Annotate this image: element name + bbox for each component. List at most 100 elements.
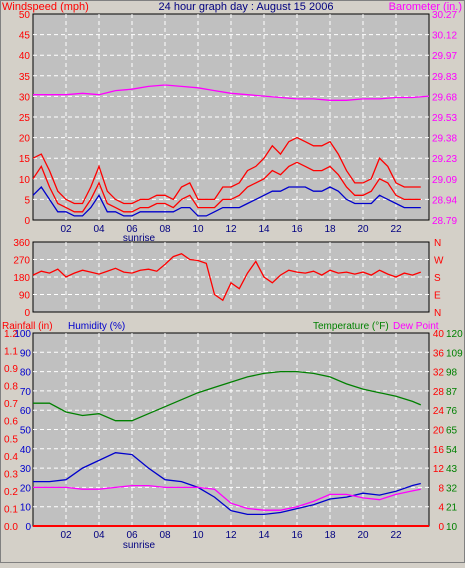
tick-label: 54 — [446, 445, 458, 456]
series-line — [32, 252, 422, 302]
tick-label: 06 — [126, 224, 138, 235]
tick-label: 80 — [20, 368, 32, 379]
tick-label: 120 — [446, 329, 463, 340]
tick-label: 29.09 — [432, 175, 457, 186]
tick-label: 270 — [13, 256, 30, 267]
wind-direction-grid — [33, 242, 429, 312]
wind-baro-grid — [33, 14, 429, 220]
tick-label: N — [434, 238, 441, 249]
tick-label: 20 — [433, 426, 445, 437]
tick-label: 0.9 — [4, 364, 18, 375]
barometer-axis-label: Barometer (in.) — [389, 1, 462, 13]
tick-label: 10 — [192, 224, 204, 235]
tick-label: 4 — [438, 503, 444, 514]
tick-label: 28.79 — [432, 216, 457, 227]
tick-label: 0.5 — [4, 434, 18, 445]
tick-label: 30 — [19, 92, 31, 103]
dewpoint-axis-label: Dew Point — [393, 321, 439, 332]
tick-label: 30.12 — [432, 31, 457, 42]
tick-label: 12 — [225, 530, 237, 541]
tick-label: 04 — [93, 530, 105, 541]
tick-label: 14 — [258, 224, 270, 235]
tick-label: 10 — [192, 530, 204, 541]
series-line — [32, 185, 421, 217]
tick-label: 180 — [13, 273, 30, 284]
tick-label: 360 — [13, 238, 30, 249]
tick-label: 70 — [20, 387, 32, 398]
tick-label: 87 — [446, 387, 458, 398]
tick-label: 36 — [433, 348, 445, 359]
rainfall-axis-ticks: 0.0 0.1 0.2 0.3 0.4 0.5 0.6 0.7 0.8 0.9 1.1 1.2 — [4, 329, 18, 533]
series-line — [33, 370, 422, 422]
tick-label: 08 — [159, 224, 171, 235]
tick-label: 40 — [433, 329, 445, 340]
tick-label: W — [434, 256, 444, 267]
tick-label: 08 — [159, 530, 171, 541]
tick-label: 29.53 — [432, 113, 457, 124]
series-line — [33, 452, 421, 516]
tick-label: 16 — [291, 530, 303, 541]
tick-label: 0 — [25, 522, 31, 533]
tick-label: 0.1 — [4, 504, 18, 515]
tick-label: 20 — [19, 134, 31, 145]
tick-label: 20 — [357, 224, 369, 235]
tick-label: 0.3 — [4, 469, 18, 480]
series-line — [32, 161, 421, 213]
tick-label: 04 — [93, 224, 105, 235]
tick-label: 0 — [438, 522, 444, 533]
tick-label: 02 — [60, 530, 72, 541]
tick-label: 40 — [19, 51, 31, 62]
tick-label: 29.68 — [432, 92, 457, 103]
tick-label: 20 — [357, 530, 369, 541]
tick-label: 90 — [19, 291, 31, 302]
tick-label: 28 — [433, 387, 445, 398]
tick-label: 10 — [19, 175, 31, 186]
temperature-axis-label: Temperature (°F) — [313, 321, 389, 332]
rainfall-axis-label: Rainfall (in) — [2, 321, 53, 332]
tick-label: 0.4 — [4, 452, 18, 463]
tick-label: 18 — [324, 530, 336, 541]
tick-label: 12 — [225, 224, 237, 235]
humidity-axis-label: Humidity (%) — [68, 321, 125, 332]
tick-label: 30.27 — [432, 10, 457, 21]
tick-label: 24 — [433, 406, 445, 417]
temp-humidity-series — [33, 370, 429, 527]
sunrise-label-bottom: sunrise — [123, 540, 156, 551]
series-line — [32, 136, 421, 205]
tick-label: S — [434, 273, 441, 284]
tick-label: 32 — [446, 483, 458, 494]
humidity-axis-ticks: 0 10 20 30 40 50 60 70 80 90 100 — [14, 329, 31, 533]
tick-label: 50 — [20, 426, 32, 437]
tick-label: 43 — [446, 464, 458, 475]
series-line — [33, 484, 421, 511]
sunrise-label-top: sunrise — [123, 233, 156, 244]
direction-degree-ticks: 360 270 180 90 0 — [13, 238, 30, 319]
tick-label: 25 — [19, 113, 31, 124]
tick-label: 0 — [24, 216, 30, 227]
tick-label: 0.8 — [4, 382, 18, 393]
wind-direction-series — [32, 252, 422, 302]
tick-label: 40 — [20, 445, 32, 456]
tick-label: 29.38 — [432, 134, 457, 145]
tick-label: 14 — [258, 530, 270, 541]
chart-title: 24 hour graph day : August 15 2006 — [159, 1, 334, 13]
temp-humidity-grid — [33, 333, 429, 526]
tick-label: 8 — [438, 483, 444, 494]
tick-label: N — [434, 308, 441, 319]
tick-label: 30 — [20, 464, 32, 475]
temperature-c-axis-ticks: 0 4 8 12 16 20 24 28 32 36 40 — [433, 329, 445, 533]
tick-label: 0.7 — [4, 399, 18, 410]
tick-label: 16 — [291, 224, 303, 235]
tick-label: 45 — [19, 31, 31, 42]
tick-label: 50 — [19, 10, 31, 21]
barometer-axis-ticks: 28.79 28.94 29.09 29.23 29.38 29.53 29.68 29.83… — [432, 10, 457, 227]
tick-label: 32 — [433, 368, 445, 379]
tick-label: 21 — [446, 503, 458, 514]
tick-label: 1.1 — [4, 347, 18, 358]
tick-label: 60 — [20, 406, 32, 417]
tick-label: 22 — [390, 224, 402, 235]
tick-label: 0.6 — [4, 417, 18, 428]
